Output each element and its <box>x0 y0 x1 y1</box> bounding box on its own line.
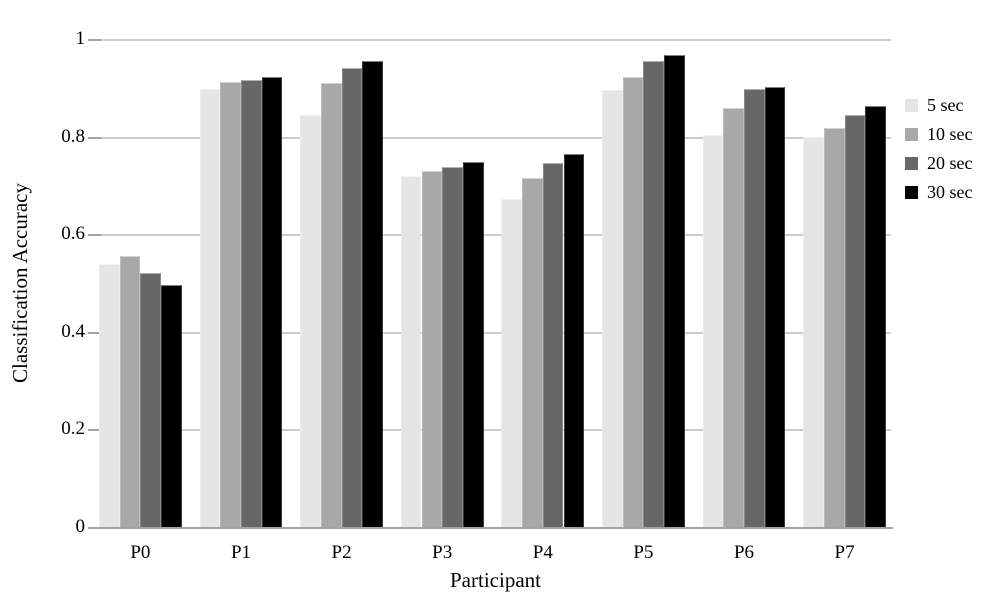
y-gridline <box>101 331 891 334</box>
bar-p6-5sec <box>702 135 724 527</box>
bar-p5-10sec <box>622 77 644 527</box>
legend: 5 sec 10 sec 20 sec 30 sec <box>905 94 972 210</box>
bar-p1-30sec <box>261 77 283 527</box>
x-axis-title: Participant <box>450 568 541 592</box>
bar-p0-30sec <box>161 285 182 527</box>
legend-item: 10 sec <box>905 123 972 145</box>
bar-p5-30sec <box>664 54 685 527</box>
x-axis-line <box>88 527 893 529</box>
bar-p7-30sec <box>865 106 886 527</box>
bar-p4-30sec <box>563 154 585 527</box>
legend-swatch <box>905 185 918 199</box>
x-tick-label: P7 <box>834 542 855 563</box>
y-axis-title: Classification Accuracy <box>8 182 32 384</box>
bar-p3-10sec <box>421 170 443 527</box>
y-tick-label: 1 <box>75 28 86 49</box>
y-tick-label: 0.6 <box>61 223 85 245</box>
legend-label: 10 sec <box>927 124 973 144</box>
y-tick-label: 0.2 <box>61 418 85 440</box>
y-tick <box>88 234 101 237</box>
bar-p4-20sec <box>542 162 564 527</box>
bar-p4-10sec <box>522 178 543 527</box>
bar-p0-20sec <box>140 273 162 527</box>
bar-p7-10sec <box>823 127 845 527</box>
y-tick <box>88 429 101 432</box>
bar-p0-10sec <box>119 256 141 527</box>
legend-item: 30 sec <box>905 181 972 203</box>
bar-p1-5sec <box>199 88 221 527</box>
bar-p1-10sec <box>220 81 241 527</box>
bar-p3-5sec <box>400 175 422 527</box>
y-tick-label: 0 <box>75 516 86 537</box>
legend-swatch <box>905 127 918 141</box>
y-gridline <box>101 234 891 237</box>
y-tick <box>88 136 101 139</box>
y-tick <box>88 331 101 334</box>
bar-p6-20sec <box>744 89 765 527</box>
legend-label: 5 sec <box>927 95 964 115</box>
x-tick-label: P2 <box>331 542 352 563</box>
x-tick-label: P0 <box>130 542 151 563</box>
y-gridline <box>101 136 891 139</box>
bar-p7-5sec <box>803 136 824 527</box>
bar-p7-20sec <box>844 114 866 527</box>
bar-p0-5sec <box>99 263 120 527</box>
legend-swatch <box>905 98 918 112</box>
bar-p4-5sec <box>501 199 523 527</box>
bar-p5-20sec <box>643 61 665 527</box>
bar-p3-30sec <box>462 162 484 527</box>
bar-p2-10sec <box>320 82 342 527</box>
x-tick-label: P4 <box>532 542 553 563</box>
legend-item: 5 sec <box>905 94 972 116</box>
legend-item: 20 sec <box>905 152 972 174</box>
y-tick-label: 0.8 <box>61 125 85 147</box>
x-tick-label: P6 <box>733 542 755 563</box>
y-tick <box>88 39 101 41</box>
bar-p2-30sec <box>362 61 383 527</box>
y-tick-label: 0.4 <box>61 320 85 342</box>
legend-label: 20 sec <box>927 153 973 173</box>
legend-swatch <box>905 156 918 170</box>
bar-p2-20sec <box>341 68 363 527</box>
bar-p6-10sec <box>723 108 744 527</box>
bar-p5-5sec <box>602 89 623 527</box>
bar-p6-30sec <box>764 87 786 527</box>
bar-p3-20sec <box>442 166 463 527</box>
y-gridline <box>101 429 891 432</box>
bar-p1-20sec <box>241 80 262 527</box>
legend-label: 30 sec <box>927 182 973 202</box>
x-tick-label: P5 <box>633 542 654 563</box>
x-tick-label: P3 <box>432 542 453 563</box>
bar-p2-5sec <box>300 114 321 527</box>
x-tick-label: P1 <box>230 542 252 563</box>
y-gridline <box>101 39 891 41</box>
